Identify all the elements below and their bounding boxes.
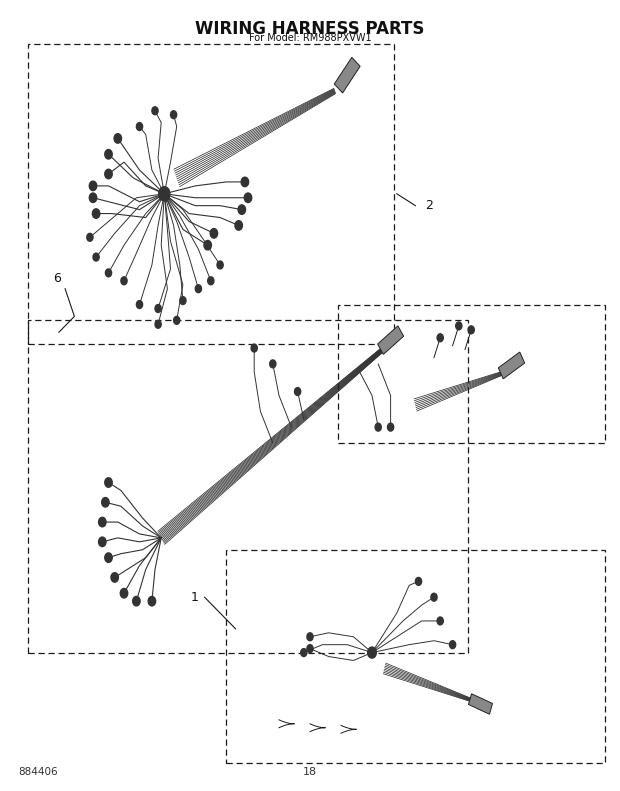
Circle shape xyxy=(133,596,140,606)
Circle shape xyxy=(241,177,249,187)
Circle shape xyxy=(244,193,252,202)
Circle shape xyxy=(105,478,112,487)
Circle shape xyxy=(121,277,127,285)
Circle shape xyxy=(93,253,99,261)
Circle shape xyxy=(136,123,143,131)
Circle shape xyxy=(210,229,218,238)
Circle shape xyxy=(155,320,161,328)
Circle shape xyxy=(235,221,242,230)
Circle shape xyxy=(415,577,422,585)
Circle shape xyxy=(92,209,100,218)
Bar xyxy=(338,305,604,443)
Circle shape xyxy=(368,647,376,658)
Circle shape xyxy=(270,360,276,368)
Circle shape xyxy=(217,261,223,269)
Circle shape xyxy=(450,641,456,649)
Circle shape xyxy=(170,111,177,119)
Circle shape xyxy=(105,269,112,277)
Bar xyxy=(28,320,468,653)
Circle shape xyxy=(437,334,443,342)
Circle shape xyxy=(208,277,214,285)
Text: 2: 2 xyxy=(425,199,433,212)
Circle shape xyxy=(204,240,211,250)
Circle shape xyxy=(437,617,443,625)
Circle shape xyxy=(102,498,109,507)
Bar xyxy=(226,550,604,763)
Circle shape xyxy=(388,423,394,431)
Circle shape xyxy=(148,596,156,606)
Circle shape xyxy=(120,589,128,598)
Circle shape xyxy=(431,593,437,601)
Circle shape xyxy=(159,187,170,201)
Circle shape xyxy=(375,423,381,431)
Circle shape xyxy=(307,645,313,653)
Circle shape xyxy=(468,326,474,334)
Circle shape xyxy=(89,193,97,202)
Circle shape xyxy=(89,181,97,191)
Polygon shape xyxy=(469,694,492,714)
Circle shape xyxy=(195,285,202,293)
Bar xyxy=(28,44,394,344)
Circle shape xyxy=(307,633,313,641)
Circle shape xyxy=(136,301,143,308)
Circle shape xyxy=(105,553,112,562)
Circle shape xyxy=(238,205,246,214)
Circle shape xyxy=(155,305,161,312)
Circle shape xyxy=(87,233,93,241)
Text: For Model: RM988PXVW1: For Model: RM988PXVW1 xyxy=(249,33,371,44)
Circle shape xyxy=(294,388,301,396)
Circle shape xyxy=(301,649,307,657)
Circle shape xyxy=(99,517,106,527)
Text: 884406: 884406 xyxy=(19,766,58,777)
Polygon shape xyxy=(334,57,360,93)
Polygon shape xyxy=(498,352,525,379)
Text: 18: 18 xyxy=(303,766,317,777)
Circle shape xyxy=(174,316,180,324)
Text: 6: 6 xyxy=(53,272,61,285)
Circle shape xyxy=(111,573,118,582)
Circle shape xyxy=(99,537,106,547)
Circle shape xyxy=(114,134,122,143)
Circle shape xyxy=(180,297,186,305)
Polygon shape xyxy=(378,326,404,354)
Circle shape xyxy=(105,169,112,179)
Circle shape xyxy=(456,322,462,330)
Circle shape xyxy=(251,344,257,352)
Text: WIRING HARNESS PARTS: WIRING HARNESS PARTS xyxy=(195,20,425,38)
Text: 1: 1 xyxy=(190,591,198,604)
Circle shape xyxy=(152,107,158,115)
Circle shape xyxy=(105,149,112,159)
